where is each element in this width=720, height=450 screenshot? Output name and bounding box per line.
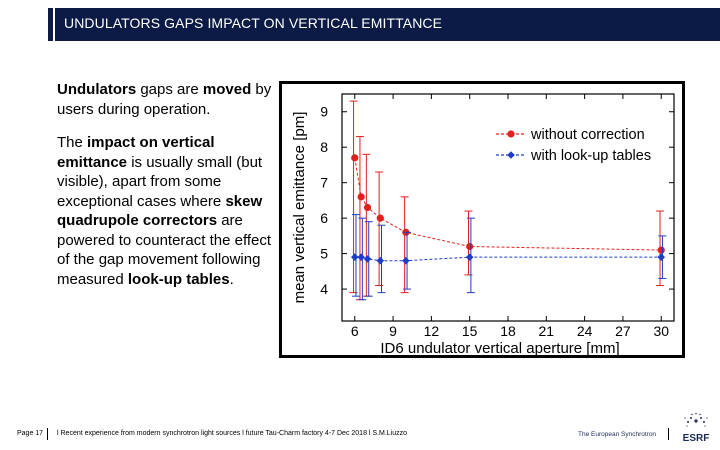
esrf-sunburst-icon — [684, 412, 708, 427]
y-tick-label: 9 — [320, 104, 328, 120]
data-point — [357, 253, 365, 261]
data-point — [376, 256, 385, 265]
y-tick-label: 6 — [320, 210, 328, 226]
x-tick-label: 18 — [500, 323, 516, 339]
header-accent — [48, 8, 53, 41]
legend-marker — [507, 130, 515, 138]
data-point — [402, 256, 410, 265]
data-point — [363, 203, 372, 212]
x-tick-label: 12 — [424, 323, 440, 339]
footer-brand: The European Synchrotron — [578, 431, 657, 438]
x-tick-label: 9 — [389, 323, 397, 339]
x-tick-label: 24 — [577, 323, 593, 339]
page-number: Page 17 — [17, 430, 44, 437]
footer-text: l Recent experience from modern synchrot… — [57, 430, 408, 437]
legend-label: with look-up tables — [530, 148, 651, 164]
series-line — [354, 256, 662, 262]
data-point — [465, 253, 474, 261]
esrf-logo: ESRF — [683, 412, 710, 444]
data-point — [357, 193, 365, 201]
x-tick-label: 27 — [615, 323, 631, 339]
y-axis-label: mean vertical emittance [pm] — [291, 112, 308, 304]
data-point — [466, 242, 474, 251]
esrf-logo-text: ESRF — [683, 433, 710, 444]
data-point — [376, 214, 384, 222]
chart-frame: 6 9 12 15 18 21 24 27 30 4 5 6 7 8 9 ID6 undulator vert… — [279, 81, 685, 358]
x-tick-label: 30 — [653, 323, 669, 339]
paragraph-impact: The impact on vertical emittance is usua… — [57, 134, 272, 288]
footer-divider — [668, 428, 669, 440]
series-line — [354, 157, 662, 251]
legend-marker — [507, 151, 515, 159]
y-tick-label: 5 — [320, 246, 328, 262]
footer-divider — [47, 428, 48, 440]
y-tick-label: 7 — [320, 175, 328, 191]
header-bar — [55, 8, 720, 41]
y-tick-label: 8 — [320, 139, 328, 155]
paragraph-gaps: Undulators gaps are moved by users durin… — [57, 81, 272, 118]
x-axis-label: ID6 undulator vertical aperture [mm] — [380, 340, 619, 355]
legend-label: without correction — [530, 127, 645, 143]
x-tick-label: 15 — [462, 323, 478, 339]
data-point — [657, 246, 665, 254]
x-tick-label: 6 — [351, 323, 359, 339]
data-point — [363, 255, 372, 263]
data-point — [657, 253, 666, 261]
body-text: Undulators gaps are moved by users durin… — [57, 80, 273, 303]
slide-title: UNDULATORS GAPS IMPACT ON VERTICAL EMITT… — [64, 15, 443, 31]
x-tick-label: 21 — [539, 323, 555, 339]
data-point — [351, 154, 359, 162]
y-tick-label: 4 — [320, 281, 328, 297]
data-point — [350, 253, 359, 261]
